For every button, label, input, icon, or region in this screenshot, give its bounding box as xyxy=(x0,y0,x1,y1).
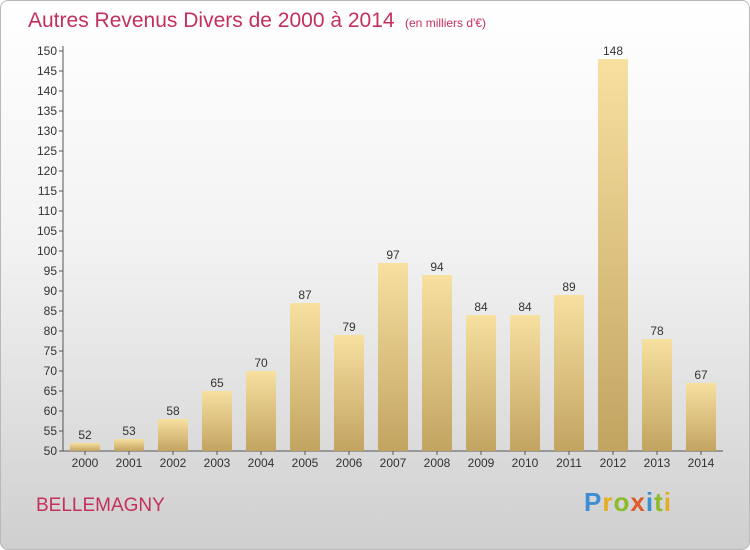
x-tick-label: 2014 xyxy=(688,456,715,470)
y-tick-label: 115 xyxy=(38,184,57,198)
y-tick-label: 145 xyxy=(37,64,57,78)
bar xyxy=(422,275,452,451)
bar xyxy=(598,59,628,451)
data-label: 65 xyxy=(210,376,224,390)
bar xyxy=(686,383,716,451)
y-tick-label: 130 xyxy=(37,124,57,138)
y-tick-label: 75 xyxy=(44,344,58,358)
bar xyxy=(642,339,672,451)
commune-name: BELLEMAGNY xyxy=(36,495,165,516)
data-label: 70 xyxy=(254,356,268,370)
bar xyxy=(202,391,232,451)
y-tick-label: 65 xyxy=(44,384,58,398)
bar xyxy=(378,263,408,451)
data-label: 94 xyxy=(430,260,444,274)
data-label: 52 xyxy=(78,428,92,442)
y-tick-label: 55 xyxy=(44,424,58,438)
y-tick-label: 70 xyxy=(44,364,58,378)
y-tick-label: 50 xyxy=(44,444,58,458)
data-label: 89 xyxy=(562,280,576,294)
y-tick-label: 105 xyxy=(37,224,57,238)
logo-letter: x xyxy=(630,487,646,517)
y-tick-label: 60 xyxy=(44,404,58,418)
x-tick-label: 2013 xyxy=(644,456,671,470)
logo-letter: o xyxy=(613,487,631,517)
y-tick-label: 95 xyxy=(44,264,58,278)
data-label: 148 xyxy=(603,44,623,58)
data-label: 87 xyxy=(298,288,312,302)
data-label: 78 xyxy=(650,324,664,338)
x-tick-label: 2000 xyxy=(72,456,99,470)
x-tick-label: 2008 xyxy=(424,456,451,470)
x-tick-label: 2003 xyxy=(204,456,231,470)
y-tick-label: 120 xyxy=(37,164,57,178)
x-tick-label: 2012 xyxy=(600,456,627,470)
y-tick-label: 125 xyxy=(37,144,57,158)
data-label: 97 xyxy=(386,248,400,262)
proxiti-logo: Proxiti xyxy=(584,487,672,518)
y-tick-label: 110 xyxy=(38,204,57,218)
data-label: 53 xyxy=(122,424,136,438)
data-label: 58 xyxy=(166,404,180,418)
logo-letter: r xyxy=(602,487,614,517)
y-tick-label: 100 xyxy=(37,244,57,258)
bar xyxy=(466,315,496,451)
x-tick-label: 2006 xyxy=(336,456,363,470)
y-tick-label: 80 xyxy=(44,324,58,338)
x-tick-label: 2005 xyxy=(292,456,319,470)
y-tick-label: 85 xyxy=(44,304,58,318)
y-tick-label: 140 xyxy=(37,84,57,98)
data-label: 84 xyxy=(474,300,488,314)
logo-letter: P xyxy=(584,487,603,517)
y-tick-label: 150 xyxy=(37,44,57,58)
x-tick-label: 2010 xyxy=(512,456,539,470)
logo-letter: i xyxy=(663,487,672,517)
x-tick-label: 2001 xyxy=(116,456,143,470)
x-tick-label: 2009 xyxy=(468,456,495,470)
x-tick-label: 2007 xyxy=(380,456,407,470)
bar xyxy=(554,295,584,451)
x-tick-label: 2004 xyxy=(248,456,275,470)
bar xyxy=(158,419,188,451)
x-tick-label: 2011 xyxy=(556,456,582,470)
data-label: 79 xyxy=(342,320,356,334)
y-tick-label: 90 xyxy=(44,284,58,298)
x-tick-label: 2002 xyxy=(160,456,187,470)
y-tick-label: 135 xyxy=(37,104,57,118)
bar xyxy=(70,443,100,451)
chart-title-text: Autres Revenus Divers de 2000 à 2014 xyxy=(28,9,395,32)
data-label: 67 xyxy=(694,368,708,382)
bar xyxy=(246,371,276,451)
logo-letter: t xyxy=(654,487,664,517)
bar xyxy=(114,439,144,451)
chart-title: Autres Revenus Divers de 2000 à 2014 (en… xyxy=(28,9,486,33)
data-label: 84 xyxy=(518,300,532,314)
bar xyxy=(510,315,540,451)
logo-letter: i xyxy=(645,487,655,517)
bar xyxy=(334,335,364,451)
chart-unit: (en milliers d'€) xyxy=(405,16,486,30)
bar xyxy=(290,303,320,451)
